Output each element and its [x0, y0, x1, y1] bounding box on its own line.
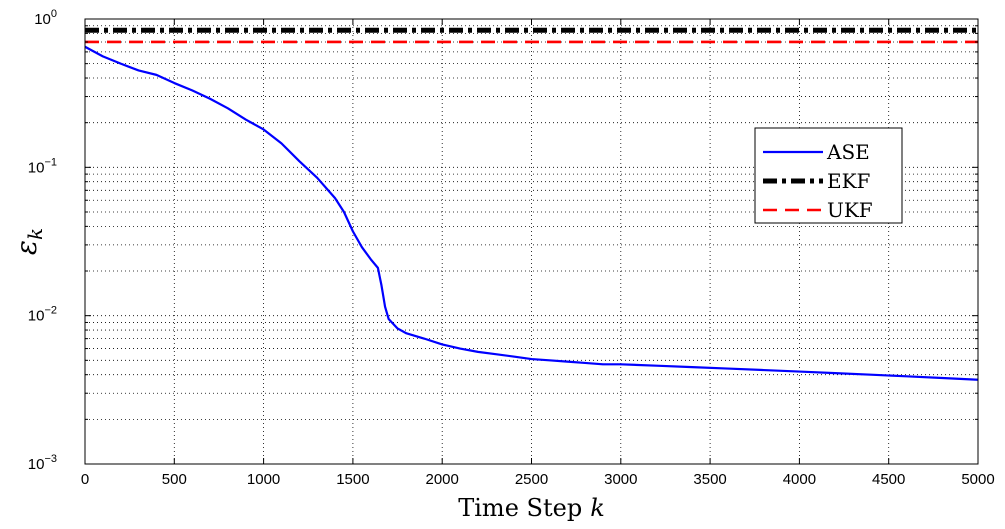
x-tick-label: 1000	[247, 471, 280, 488]
plot-frame	[85, 19, 978, 464]
x-tick-label: 2500	[515, 471, 548, 488]
x-tick-label: 5000	[961, 471, 994, 488]
legend-label-ase: ASE	[826, 140, 870, 164]
legend-label-ukf: UKF	[827, 198, 873, 222]
x-tick-label: 3000	[604, 471, 637, 488]
y-tick-label: 100	[34, 8, 57, 28]
grid-layer	[85, 19, 978, 464]
x-tick-label: 3500	[693, 471, 726, 488]
legend: ASE EKF UKF	[755, 128, 902, 223]
y-tick-label: 10−1	[28, 156, 57, 176]
y-axis-label: εk	[10, 228, 47, 255]
x-tick-label: 1500	[336, 471, 369, 488]
legend-label-ekf: EKF	[827, 169, 871, 193]
x-axis-label: Time Step k	[458, 494, 604, 522]
x-tick-label: 0	[81, 471, 89, 488]
y-tick-label: 10−2	[28, 305, 57, 325]
ticks-layer: 0 500 1000 1500 2000 2500 3000 3500 4000 4500 5000…	[28, 8, 995, 488]
x-tick-label: 4000	[783, 471, 816, 488]
x-tick-label: 2000	[426, 471, 459, 488]
x-tick-label: 4500	[872, 471, 905, 488]
y-tick-label: 10−3	[28, 453, 57, 473]
x-tick-label: 500	[162, 471, 187, 488]
